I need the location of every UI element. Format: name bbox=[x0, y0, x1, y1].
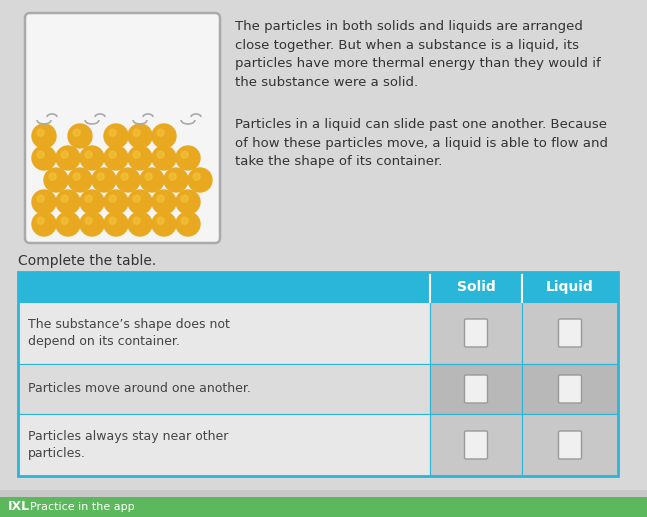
Circle shape bbox=[68, 124, 92, 148]
Text: Particles in a liquid can slide past one another. Because
of how these particles: Particles in a liquid can slide past one… bbox=[235, 118, 608, 168]
Circle shape bbox=[109, 195, 116, 202]
Bar bbox=[522, 414, 618, 476]
Circle shape bbox=[37, 217, 44, 224]
Text: Liquid: Liquid bbox=[546, 280, 594, 294]
Circle shape bbox=[152, 190, 176, 214]
Circle shape bbox=[109, 151, 116, 158]
Circle shape bbox=[152, 212, 176, 236]
Circle shape bbox=[116, 168, 140, 192]
Circle shape bbox=[61, 195, 68, 202]
Circle shape bbox=[188, 168, 212, 192]
Bar bbox=[430, 414, 522, 476]
Circle shape bbox=[128, 124, 152, 148]
Circle shape bbox=[56, 190, 80, 214]
Circle shape bbox=[68, 168, 92, 192]
Circle shape bbox=[181, 195, 188, 202]
FancyBboxPatch shape bbox=[558, 319, 582, 347]
FancyBboxPatch shape bbox=[558, 375, 582, 403]
Circle shape bbox=[140, 168, 164, 192]
Circle shape bbox=[176, 212, 200, 236]
Circle shape bbox=[32, 212, 56, 236]
Circle shape bbox=[133, 195, 140, 202]
Circle shape bbox=[152, 124, 176, 148]
Bar bbox=[522, 302, 618, 364]
Circle shape bbox=[44, 168, 68, 192]
Circle shape bbox=[169, 173, 176, 180]
Circle shape bbox=[176, 190, 200, 214]
Circle shape bbox=[133, 151, 140, 158]
Circle shape bbox=[80, 212, 104, 236]
FancyBboxPatch shape bbox=[465, 375, 487, 403]
FancyBboxPatch shape bbox=[25, 13, 220, 243]
FancyBboxPatch shape bbox=[0, 0, 647, 490]
Circle shape bbox=[133, 217, 140, 224]
Circle shape bbox=[157, 129, 164, 136]
Bar bbox=[18, 302, 430, 364]
Text: Complete the table.: Complete the table. bbox=[18, 254, 156, 268]
Circle shape bbox=[104, 146, 128, 170]
Circle shape bbox=[61, 217, 68, 224]
Circle shape bbox=[32, 124, 56, 148]
Circle shape bbox=[37, 151, 44, 158]
Text: The particles in both solids and liquids are arranged
close together. But when a: The particles in both solids and liquids… bbox=[235, 20, 601, 88]
Text: Particles always stay near other
particles.: Particles always stay near other particl… bbox=[28, 430, 228, 460]
Circle shape bbox=[49, 173, 56, 180]
Circle shape bbox=[32, 146, 56, 170]
Bar bbox=[18, 364, 430, 414]
Circle shape bbox=[37, 195, 44, 202]
Text: Solid: Solid bbox=[457, 280, 496, 294]
Text: Practice in the app: Practice in the app bbox=[30, 502, 135, 512]
Circle shape bbox=[104, 190, 128, 214]
FancyBboxPatch shape bbox=[465, 319, 487, 347]
Circle shape bbox=[128, 212, 152, 236]
Bar bbox=[18, 272, 618, 476]
Circle shape bbox=[181, 217, 188, 224]
FancyBboxPatch shape bbox=[558, 431, 582, 459]
Circle shape bbox=[85, 151, 93, 158]
Text: IXL: IXL bbox=[8, 500, 30, 513]
Text: The substance’s shape does not
depend on its container.: The substance’s shape does not depend on… bbox=[28, 318, 230, 348]
Circle shape bbox=[157, 217, 164, 224]
Circle shape bbox=[157, 151, 164, 158]
Bar bbox=[430, 302, 522, 364]
FancyBboxPatch shape bbox=[25, 13, 220, 243]
Circle shape bbox=[80, 146, 104, 170]
Circle shape bbox=[56, 212, 80, 236]
Circle shape bbox=[37, 129, 44, 136]
Circle shape bbox=[181, 151, 188, 158]
Circle shape bbox=[73, 129, 80, 136]
Circle shape bbox=[164, 168, 188, 192]
FancyBboxPatch shape bbox=[465, 431, 487, 459]
Circle shape bbox=[104, 124, 128, 148]
Text: Particles move around one another.: Particles move around one another. bbox=[28, 383, 251, 396]
Circle shape bbox=[61, 151, 68, 158]
Circle shape bbox=[73, 173, 80, 180]
Circle shape bbox=[157, 195, 164, 202]
Circle shape bbox=[121, 173, 128, 180]
Circle shape bbox=[109, 217, 116, 224]
Circle shape bbox=[128, 190, 152, 214]
Circle shape bbox=[133, 129, 140, 136]
Circle shape bbox=[92, 168, 116, 192]
Circle shape bbox=[128, 146, 152, 170]
Circle shape bbox=[32, 190, 56, 214]
Circle shape bbox=[176, 146, 200, 170]
Circle shape bbox=[104, 212, 128, 236]
Bar bbox=[18, 272, 618, 302]
Bar bbox=[522, 364, 618, 414]
Circle shape bbox=[85, 195, 93, 202]
Circle shape bbox=[193, 173, 200, 180]
Bar bbox=[18, 414, 430, 476]
Circle shape bbox=[97, 173, 104, 180]
Bar bbox=[430, 364, 522, 414]
Circle shape bbox=[56, 146, 80, 170]
Circle shape bbox=[152, 146, 176, 170]
Circle shape bbox=[145, 173, 152, 180]
Bar bbox=[0, 497, 647, 517]
Circle shape bbox=[80, 190, 104, 214]
Circle shape bbox=[85, 217, 93, 224]
Circle shape bbox=[109, 129, 116, 136]
